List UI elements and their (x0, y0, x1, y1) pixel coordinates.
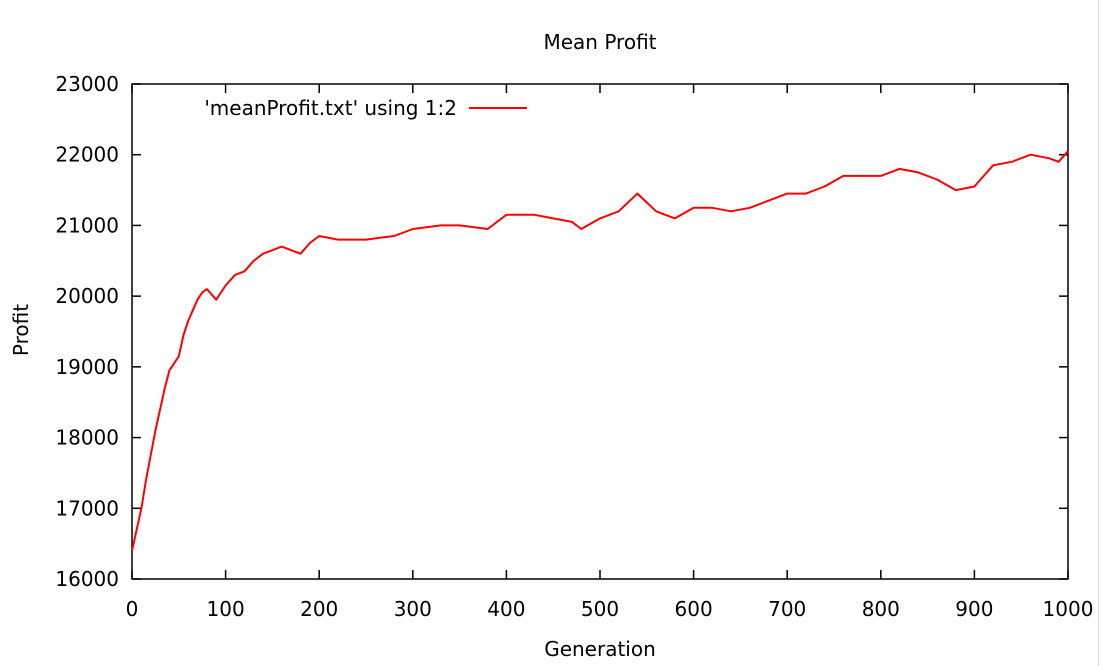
y-tick-label: 23000 (55, 72, 119, 96)
x-tick-label: 900 (955, 597, 993, 621)
y-tick-label: 21000 (55, 213, 119, 237)
y-tick-label: 22000 (55, 143, 119, 167)
x-tick-label: 700 (768, 597, 806, 621)
x-axis-label: Generation (544, 637, 656, 661)
chart-title: Mean Profit (543, 30, 656, 54)
x-tick-label: 100 (207, 597, 245, 621)
x-axis: 0 100 200 300 400 500 600 700 800 900 1000 (126, 84, 1094, 621)
x-tick-label: 800 (862, 597, 900, 621)
x-tick-label: 300 (394, 597, 432, 621)
x-tick-label: 200 (300, 597, 338, 621)
y-tick-label: 19000 (55, 355, 119, 379)
x-tick-label: 500 (581, 597, 619, 621)
series-layer (131, 150, 1069, 551)
plot-area (131, 83, 1069, 580)
plot-border (131, 83, 1069, 580)
x-tick-label: 400 (487, 597, 525, 621)
y-tick-label: 17000 (55, 496, 119, 520)
x-tick-label: 600 (675, 597, 713, 621)
y-tick-label: 16000 (55, 567, 119, 591)
window-edge (1098, 0, 1099, 666)
y-tick-label: 20000 (55, 284, 119, 308)
series-line-0 (131, 150, 1069, 551)
y-tick-label: 18000 (55, 426, 119, 450)
legend: 'meanProfit.txt' using 1:2 (204, 96, 527, 120)
x-tick-label: 0 (126, 597, 139, 621)
legend-label: 'meanProfit.txt' using 1:2 (204, 96, 457, 120)
y-axis: 16000 17000 18000 19000 20000 21000 22000 23000 (55, 72, 1068, 591)
y-axis-label: Profit (9, 304, 33, 356)
x-tick-label: 1000 (1043, 597, 1094, 621)
